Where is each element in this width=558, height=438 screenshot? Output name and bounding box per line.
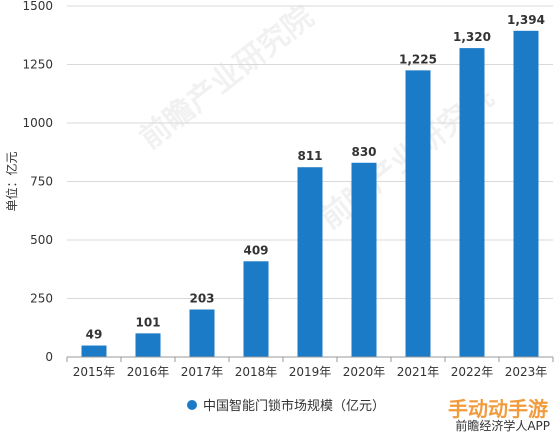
y-tick-label: 1250 bbox=[22, 58, 53, 72]
bar bbox=[513, 30, 539, 358]
x-tick-label: 2019年 bbox=[289, 365, 332, 379]
x-tick-label: 2018年 bbox=[235, 365, 278, 379]
bar bbox=[189, 309, 215, 357]
legend-marker bbox=[187, 400, 197, 410]
x-axis-ticks: 2015年 2016年 2017年 2018年 2019年 2020年 2021年 2022年… bbox=[66, 357, 554, 379]
y-axis-label: 单位：亿元 bbox=[4, 151, 19, 211]
brand-label: 前瞻经济学人APP bbox=[455, 419, 550, 433]
legend: 中国智能门锁市场规模（亿元） bbox=[187, 398, 385, 414]
watermark-text: 前瞻产业研究院 bbox=[133, 0, 320, 156]
x-tick-label: 2023年 bbox=[505, 365, 548, 379]
y-tick-label: 250 bbox=[30, 292, 53, 306]
data-label: 1,320 bbox=[453, 30, 491, 44]
data-label: 830 bbox=[351, 145, 376, 159]
data-label: 409 bbox=[243, 243, 268, 257]
data-label: 49 bbox=[86, 328, 103, 342]
data-label: 1,225 bbox=[399, 52, 437, 66]
legend-label: 中国智能门锁市场规模（亿元） bbox=[203, 398, 385, 414]
bar bbox=[297, 167, 323, 357]
y-tick-label: 750 bbox=[30, 175, 53, 189]
data-label: 101 bbox=[135, 315, 160, 329]
x-tick-label: 2020年 bbox=[343, 365, 386, 379]
bar bbox=[135, 333, 161, 357]
bar bbox=[81, 345, 107, 357]
data-label: 1,394 bbox=[507, 13, 545, 27]
bar bbox=[405, 70, 431, 357]
y-tick-label: 0 bbox=[45, 350, 53, 364]
x-tick-label: 2017年 bbox=[181, 365, 224, 379]
x-tick-label: 2016年 bbox=[127, 365, 170, 379]
y-tick-label: 500 bbox=[30, 233, 53, 247]
y-tick-label: 1500 bbox=[22, 0, 53, 13]
bar bbox=[243, 261, 269, 357]
data-label: 203 bbox=[189, 291, 214, 305]
y-axis-ticks: 0 250 500 750 1000 1250 1500 bbox=[22, 0, 53, 364]
x-tick-label: 2021年 bbox=[397, 365, 440, 379]
watermark-badge: 手动动手游 bbox=[448, 397, 548, 421]
bar bbox=[459, 48, 485, 358]
bars: 49 101 203 409 811 830 1,225 1,320 1,394 bbox=[81, 13, 545, 358]
data-label: 811 bbox=[297, 149, 322, 163]
x-tick-label: 2015年 bbox=[73, 365, 116, 379]
y-tick-label: 1000 bbox=[22, 116, 53, 130]
x-tick-label: 2022年 bbox=[451, 365, 494, 379]
bar bbox=[351, 162, 377, 357]
